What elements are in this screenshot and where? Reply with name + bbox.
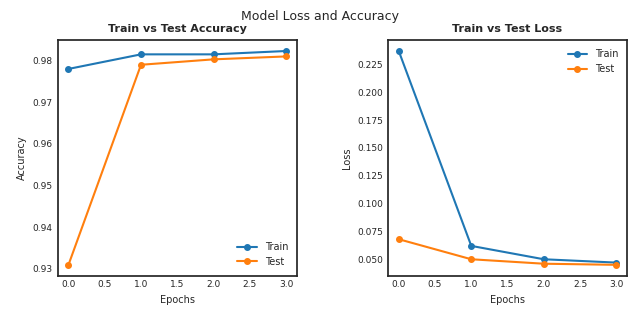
Line: Test: Test: [396, 237, 619, 267]
Train: [540, 257, 548, 261]
Train: [65, 67, 72, 71]
Test: [395, 237, 403, 241]
Legend: Train, Test: Train, Test: [234, 238, 292, 271]
Line: Train: Train: [396, 48, 619, 265]
Test: [612, 263, 620, 267]
X-axis label: Epochs: Epochs: [490, 295, 525, 305]
Test: [210, 57, 218, 61]
Line: Train: Train: [66, 48, 289, 72]
Train: [137, 52, 145, 56]
Title: Train vs Test Accuracy: Train vs Test Accuracy: [108, 24, 246, 34]
Train: [282, 49, 290, 53]
Train: [612, 261, 620, 265]
Y-axis label: Loss: Loss: [342, 147, 351, 169]
Test: [282, 54, 290, 58]
Test: [467, 257, 475, 261]
Title: Train vs Test Loss: Train vs Test Loss: [452, 24, 563, 34]
Y-axis label: Accuracy: Accuracy: [17, 136, 27, 180]
Test: [65, 263, 72, 267]
Line: Test: Test: [66, 54, 289, 267]
Test: [137, 63, 145, 67]
Text: Model Loss and Accuracy: Model Loss and Accuracy: [241, 10, 399, 23]
Train: [467, 244, 475, 248]
Test: [540, 262, 548, 266]
Train: [210, 52, 218, 56]
X-axis label: Epochs: Epochs: [160, 295, 195, 305]
Legend: Train, Test: Train, Test: [564, 45, 622, 78]
Train: [395, 49, 403, 53]
